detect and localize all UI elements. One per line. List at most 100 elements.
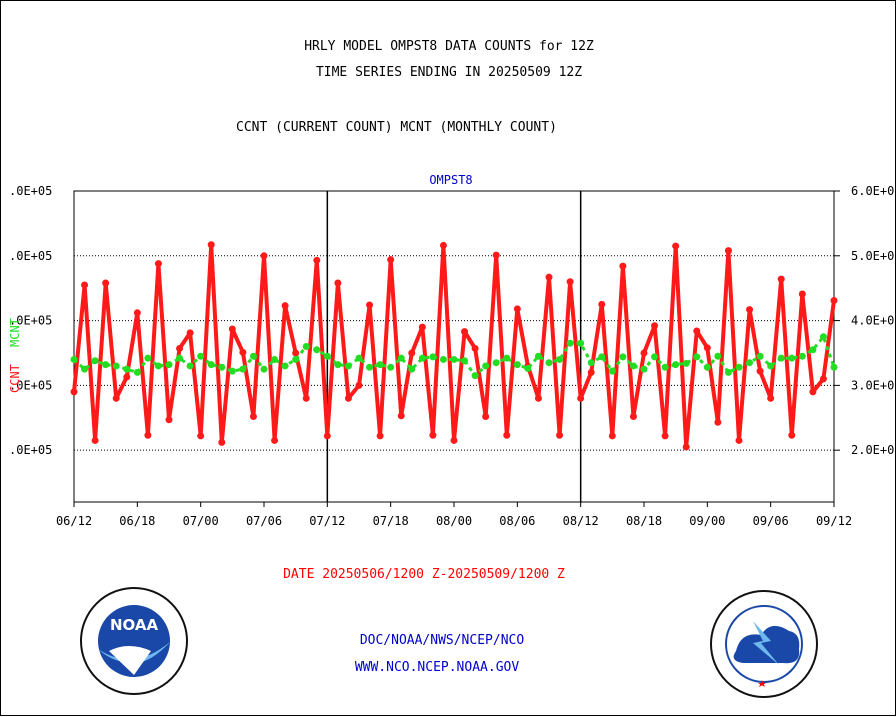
- mcnt-point: [334, 361, 342, 369]
- ccnt-point: [735, 436, 743, 444]
- ccnt-point: [724, 247, 732, 255]
- mcnt-point: [619, 353, 627, 361]
- mcnt-point: [144, 354, 152, 362]
- mcnt-point: [819, 333, 827, 341]
- mcnt-point: [587, 359, 595, 367]
- mcnt-point: [271, 355, 279, 363]
- mcnt-point: [376, 361, 384, 369]
- ccnt-point: [672, 242, 680, 250]
- ccnt-point: [746, 306, 754, 314]
- ccnt-point: [830, 296, 838, 304]
- mcnt-point: [513, 361, 521, 369]
- mcnt-point: [408, 365, 416, 373]
- mcnt-point: [154, 362, 162, 370]
- mcnt-point: [492, 359, 500, 367]
- ccnt-point: [292, 349, 300, 357]
- ccnt-point: [809, 388, 817, 396]
- plot-title: OMPST8: [429, 173, 472, 187]
- mcnt-point: [123, 365, 131, 373]
- y-tick-label-right: 6.0E+0: [851, 184, 894, 198]
- ccnt-point: [566, 278, 574, 286]
- ccnt-point: [207, 241, 215, 249]
- mcnt-point: [429, 353, 437, 361]
- y-tick-label-right: 4.0E+0: [851, 314, 894, 328]
- ccnt-point: [218, 438, 226, 446]
- mcnt-point: [566, 339, 574, 347]
- ccnt-point: [450, 436, 458, 444]
- mcnt-point: [70, 355, 78, 363]
- mcnt-point: [598, 353, 606, 361]
- ccnt-point: [302, 394, 310, 402]
- y-tick-label-left: .0E+05: [9, 443, 52, 457]
- ccnt-point: [777, 275, 785, 283]
- mcnt-point: [756, 352, 764, 360]
- y-axis-label-mcnt: MCNT: [8, 318, 22, 347]
- mcnt-point: [366, 363, 374, 371]
- mcnt-point: [651, 353, 659, 361]
- y-tick-label-left: .0E+05: [9, 314, 52, 328]
- x-tick-label: 06/18: [119, 514, 155, 528]
- gridlines: [74, 255, 834, 451]
- mcnt-point: [830, 363, 838, 371]
- ccnt-point: [154, 260, 162, 268]
- mcnt-point: [344, 362, 352, 370]
- ccnt-point: [439, 241, 447, 249]
- ccnt-point: [355, 381, 363, 389]
- axis-labels: .0E+05 6.0E+0 .0E+05 5.0E+0 .0E+05 4.0E+0 .0E+…: [9, 184, 894, 528]
- mcnt-point: [281, 362, 289, 370]
- website-link[interactable]: WWW.NCO.NCEP.NOAA.GOV: [354, 660, 520, 675]
- mcnt-point: [524, 365, 532, 373]
- mcnt-point: [439, 355, 447, 363]
- ccnt-point: [271, 436, 279, 444]
- ccnt-point: [513, 305, 521, 313]
- mcnt-point: [724, 368, 732, 376]
- chart-title-line-1: HRLY MODEL OMPST8 DATA COUNTS for 12Z: [304, 39, 594, 54]
- mcnt-point: [397, 354, 405, 362]
- ccnt-point: [81, 281, 89, 289]
- mcnt-point: [608, 367, 616, 375]
- mcnt-point: [461, 357, 469, 365]
- ccnt-point: [577, 394, 585, 402]
- mcnt-point: [503, 354, 511, 362]
- mcnt-point: [556, 355, 564, 363]
- ccnt-point: [376, 432, 384, 440]
- mcnt-point: [703, 363, 711, 371]
- chart-subtitle: CCNT (CURRENT COUNT) MCNT (MONTHLY COUNT…: [236, 120, 557, 135]
- mcnt-point: [91, 357, 99, 365]
- ccnt-point: [703, 344, 711, 352]
- mcnt-point: [661, 363, 669, 371]
- ccnt-point: [133, 309, 141, 317]
- mcnt-point: [197, 352, 205, 360]
- mcnt-point: [798, 352, 806, 360]
- mcnt-point: [735, 363, 743, 371]
- y-tick-label-right: 2.0E+0: [851, 443, 894, 457]
- y-tick-label-right: 5.0E+0: [851, 249, 894, 263]
- ccnt-point: [323, 432, 331, 440]
- mcnt-point: [482, 362, 490, 370]
- y-axis-label-ccnt: CCNT: [8, 364, 22, 393]
- mcnt-point: [640, 365, 648, 373]
- mcnt-point: [534, 352, 542, 360]
- x-tick-label: 07/12: [309, 514, 345, 528]
- mcnt-point: [260, 365, 268, 373]
- mcnt-point: [355, 354, 363, 362]
- mcnt-point: [176, 354, 184, 362]
- ccnt-point: [344, 394, 352, 402]
- x-tick-label: 07/06: [246, 514, 282, 528]
- mcnt-point: [387, 363, 395, 371]
- ccnt-point: [91, 436, 99, 444]
- ccnt-point: [165, 416, 173, 424]
- mcnt-point: [777, 354, 785, 362]
- organization-text: DOC/NOAA/NWS/NCEP/NCO: [359, 633, 525, 648]
- ccnt-point: [260, 252, 268, 260]
- ccnt-point: [767, 394, 775, 402]
- ccnt-point: [408, 349, 416, 357]
- x-tick-label: 08/12: [563, 514, 599, 528]
- mcnt-point: [450, 355, 458, 363]
- ccnt-point: [482, 412, 490, 420]
- ccnt-point: [176, 344, 184, 352]
- ccnt-point: [281, 302, 289, 310]
- ccnt-point: [545, 273, 553, 281]
